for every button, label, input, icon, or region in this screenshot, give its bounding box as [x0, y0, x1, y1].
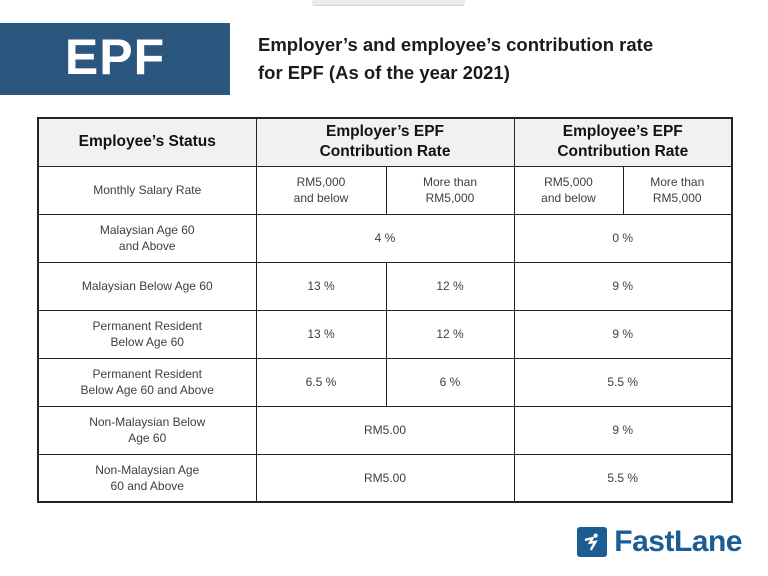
- status-cell: Malaysian Age 60 and Above: [37, 213, 257, 263]
- status-cell: Non-Malaysian Below Age 60: [37, 405, 257, 455]
- header-employer-rate: Employer’s EPF Contribution Rate: [255, 117, 515, 167]
- top-edge-bar: [312, 0, 465, 6]
- employer-rate-low-cell: 13 %: [255, 309, 387, 359]
- status-cell: Malaysian Below Age 60: [37, 261, 257, 311]
- table-header-row: Employee’s Status Employer’s EPF Contrib…: [37, 117, 733, 167]
- status-cell: Permanent Resident Below Age 60 and Abov…: [37, 357, 257, 407]
- employer-rate-cell: RM5.00: [255, 453, 515, 503]
- employee-rate-cell: 5.5 %: [513, 357, 733, 407]
- salary-rate-row: Monthly Salary Rate RM5,000 and below Mo…: [37, 165, 733, 215]
- table-row: Permanent Resident Below Age 60 13 % 12 …: [37, 309, 733, 359]
- employer-rate-cell: RM5.00: [255, 405, 515, 455]
- employee-salary-low: RM5,000 and below: [513, 165, 624, 215]
- table-row: Permanent Resident Below Age 60 and Abov…: [37, 357, 733, 407]
- epf-badge: EPF: [0, 23, 230, 95]
- fastlane-wordmark: FastLane: [614, 525, 742, 558]
- epf-badge-text: EPF: [64, 29, 166, 85]
- header-employee-rate: Employee’s EPF Contribution Rate: [513, 117, 733, 167]
- runner-icon: [577, 527, 608, 557]
- header-employee-status: Employee’s Status: [37, 117, 257, 167]
- employee-rate-cell: 9 %: [513, 309, 733, 359]
- status-cell: Permanent Resident Below Age 60: [37, 309, 257, 359]
- status-cell: Non-Malaysian Age 60 and Above: [37, 453, 257, 503]
- table-row: Non-Malaysian Below Age 60 RM5.00 9 %: [37, 405, 733, 455]
- table-row: Non-Malaysian Age 60 and Above RM5.00 5.…: [37, 453, 733, 503]
- employer-rate-cell: 4 %: [255, 213, 515, 263]
- employee-rate-cell: 9 %: [513, 405, 733, 455]
- table-row: Malaysian Below Age 60 13 % 12 % 9 %: [37, 261, 733, 311]
- employee-rate-cell: 9 %: [513, 261, 733, 311]
- employer-rate-high-cell: 12 %: [385, 309, 515, 359]
- employer-rate-low-cell: 6.5 %: [255, 357, 387, 407]
- fastlane-logo: FastLane: [577, 526, 742, 558]
- table-row: Malaysian Age 60 and Above 4 % 0 %: [37, 213, 733, 263]
- page-title: Employer’s and employee’s contribution r…: [258, 34, 654, 83]
- employee-salary-high: More than RM5,000: [622, 165, 733, 215]
- employer-rate-low-cell: 13 %: [255, 261, 387, 311]
- salary-row-label: Monthly Salary Rate: [37, 165, 257, 215]
- employer-salary-high: More than RM5,000: [385, 165, 515, 215]
- employer-rate-high-cell: 12 %: [385, 261, 515, 311]
- employer-rate-high-cell: 6 %: [385, 357, 515, 407]
- employer-salary-low: RM5,000 and below: [255, 165, 387, 215]
- employee-rate-cell: 5.5 %: [513, 453, 733, 503]
- contribution-rate-table: Employee’s Status Employer’s EPF Contrib…: [37, 117, 733, 503]
- employee-rate-cell: 0 %: [513, 213, 733, 263]
